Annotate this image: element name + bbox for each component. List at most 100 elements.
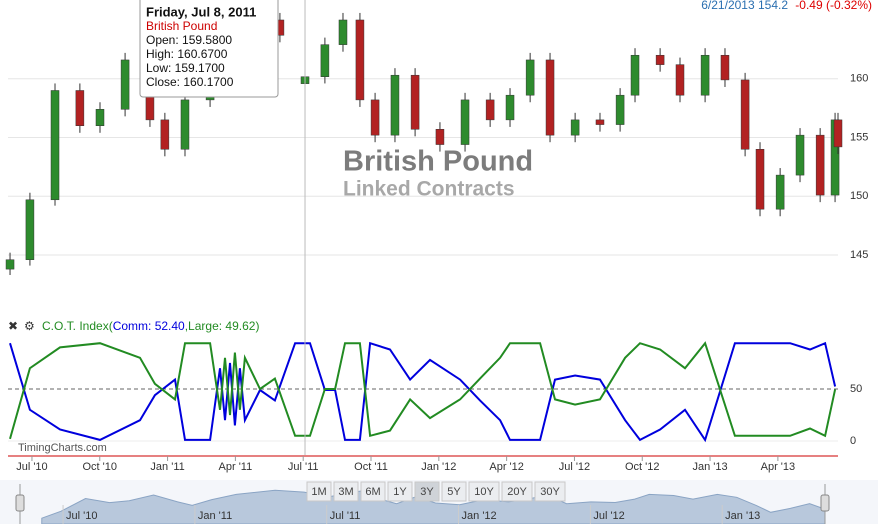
range-button[interactable] — [333, 481, 359, 502]
x-tick-label: Jul '10 — [16, 461, 47, 473]
range-button-label: 3M — [338, 486, 353, 498]
candle-body — [180, 99, 190, 150]
candle-body — [50, 90, 60, 201]
range-button-label: 1M — [311, 486, 326, 498]
legend-large: ,Large: 49.62) — [185, 319, 260, 333]
legend-comm: Comm: 52.40 — [113, 319, 185, 333]
candle-body — [755, 149, 765, 210]
settings-icon[interactable]: ⚙ — [24, 319, 35, 333]
y-tick-label: 0 — [850, 435, 856, 447]
y-tick-label: 145 — [850, 249, 868, 261]
tooltip-name: British Pound — [146, 19, 217, 33]
x-tick-label: Jul '12 — [559, 461, 590, 473]
candle-body — [795, 134, 805, 176]
range-button[interactable] — [360, 481, 386, 502]
x-tick-label: Jan '12 — [421, 461, 456, 473]
x-tick-label: Jul '11 — [288, 461, 319, 473]
candle-body — [390, 74, 400, 136]
range-button[interactable] — [387, 481, 413, 502]
candle-body — [355, 19, 365, 101]
tooltip-box — [139, 0, 279, 98]
tooltip-line: Close: 160.1700 — [146, 75, 234, 89]
candle-body — [75, 90, 85, 126]
candle-body — [460, 99, 470, 145]
candle-body — [95, 109, 105, 126]
range-button-label: 30Y — [540, 486, 560, 498]
navigator-label: Jan '13 — [725, 510, 760, 522]
header-price: 6/21/2013 154.2 — [701, 0, 788, 12]
y-tick-label: 155 — [850, 131, 868, 143]
tooltip: Friday, Jul 8, 2011 British Pound Open: … — [139, 0, 279, 98]
header-change: -0.49 (-0.32%) — [795, 0, 872, 12]
candle-body — [505, 94, 515, 121]
candle-body — [720, 54, 730, 81]
candle-body — [615, 94, 625, 125]
candle-body — [435, 129, 445, 145]
navigator-label: Jul '10 — [66, 510, 97, 522]
candle-body — [5, 259, 15, 270]
navigator-label: Jul '11 — [330, 510, 361, 522]
tooltip-line: High: 160.6700 — [146, 47, 228, 61]
range-button[interactable] — [414, 481, 440, 502]
candle-body — [570, 119, 580, 136]
range-button-label: 6M — [365, 486, 380, 498]
watermark-title: British Pound — [343, 146, 533, 178]
candle-body — [370, 99, 380, 136]
candle-body — [655, 54, 665, 65]
navigator-area — [41, 489, 825, 524]
x-tick-label: Jan '13 — [692, 461, 727, 473]
cot-legend: C.O.T. Index(Comm: 52.40,Large: 49.62) — [42, 319, 259, 333]
range-button-label: 5Y — [447, 486, 461, 498]
y-tick-label: 160 — [850, 73, 868, 85]
tooltip-line: Low: 159.1700 — [146, 61, 225, 75]
navigator: Jul '10 Jan '11 Jul '11 Jan '12 Jul '12 Jan '… — [0, 480, 878, 524]
candle-body — [630, 54, 640, 96]
candle-body — [815, 134, 825, 196]
candle-body — [338, 19, 348, 45]
candle-body — [675, 64, 685, 96]
y-tick-label: 150 — [850, 190, 868, 202]
x-tick-label: Oct '10 — [83, 461, 118, 473]
candle-body — [320, 44, 330, 77]
candle-body — [25, 199, 35, 260]
navigator-label: Jan '12 — [462, 510, 497, 522]
x-tick-label: Jan '11 — [150, 461, 184, 473]
x-tick-label: Oct '11 — [354, 461, 388, 473]
x-tick-label: Apr '12 — [489, 461, 524, 473]
range-button[interactable] — [534, 481, 566, 502]
range-button-label: 20Y — [507, 486, 527, 498]
x-tick-label: Apr '11 — [219, 461, 253, 473]
range-button-label: 1Y — [393, 486, 407, 498]
range-button-label: 10Y — [474, 486, 494, 498]
navigator-handle[interactable] — [15, 494, 25, 512]
y-tick-label: 50 — [850, 383, 862, 395]
close-icon[interactable]: ✖ — [8, 319, 18, 333]
tooltip-line: Open: 159.5800 — [146, 33, 232, 47]
candle-body — [120, 59, 130, 110]
candle-body — [740, 79, 750, 150]
cot-line — [9, 341, 837, 443]
candle-body — [485, 99, 495, 121]
tooltip-date: Friday, Jul 8, 2011 — [146, 4, 256, 19]
range-button[interactable] — [306, 481, 332, 502]
cot-line — [9, 341, 837, 440]
watermark-subtitle: Linked Contracts — [343, 178, 515, 201]
candle-body — [595, 119, 605, 125]
navigator-handle[interactable] — [820, 494, 830, 512]
candle-body — [700, 54, 710, 96]
credit: TimingCharts.com — [18, 442, 107, 454]
candle-body — [525, 59, 535, 96]
range-button[interactable] — [501, 481, 533, 502]
range-button[interactable] — [441, 481, 467, 502]
range-button-label: 3Y — [420, 486, 434, 498]
range-button[interactable] — [468, 481, 500, 502]
candle-body — [833, 119, 843, 148]
legend-title: C.O.T. Index( — [42, 319, 113, 333]
x-tick-label: Apr '13 — [761, 461, 796, 473]
x-tick-label: Oct '12 — [625, 461, 660, 473]
candle-body — [545, 59, 555, 136]
candle-body — [160, 119, 170, 150]
candle-body — [775, 174, 785, 210]
cot-panel: 0 50 — [8, 341, 862, 447]
